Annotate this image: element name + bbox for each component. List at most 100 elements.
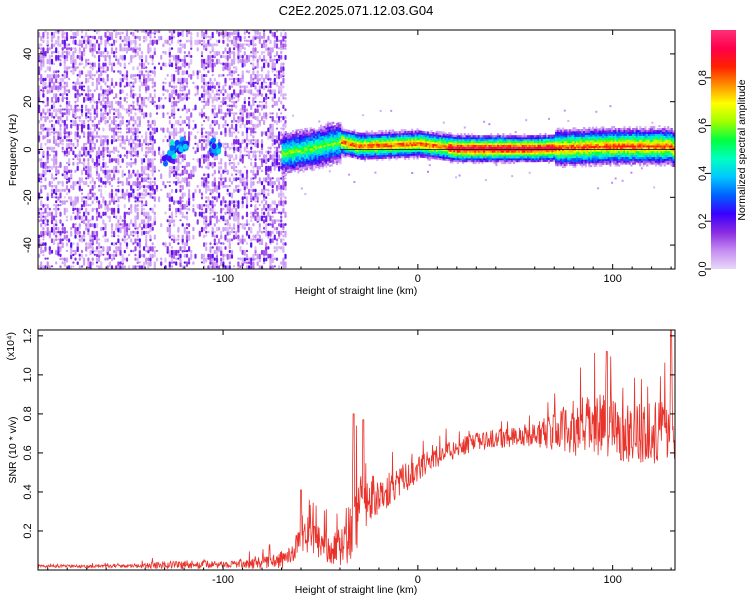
- spectrogram-cell: [370, 136, 373, 139]
- spectrogram-cell: [95, 81, 99, 88]
- spectrogram-cell: [59, 85, 62, 91]
- spectrogram-cell: [147, 142, 150, 146]
- spectrogram-cell: [254, 93, 257, 99]
- spectrogram-cell: [233, 47, 236, 51]
- spectrogram-cell: [267, 230, 270, 237]
- spectrogram-cell: [149, 181, 152, 186]
- spectrogram-cell: [275, 188, 279, 192]
- spectrogram-cell: [194, 211, 197, 217]
- spectrogram-cell: [235, 135, 238, 139]
- spectrogram-cell: [162, 104, 165, 109]
- spectrogram-cell: [143, 219, 146, 225]
- spectrogram-cell: [128, 181, 131, 186]
- spectrogram-cell: [218, 31, 221, 37]
- spectrogram-cell: [295, 158, 298, 161]
- spectrogram-cell: [288, 144, 291, 147]
- spectrogram-cell: [117, 31, 120, 36]
- spectrogram-cell: [196, 219, 199, 225]
- spectrogram-cell: [275, 81, 279, 87]
- spectrogram-cell: [307, 133, 310, 136]
- spectrogram-cell: [110, 43, 114, 47]
- spectrogram-cell: [128, 62, 131, 65]
- spectrogram-cell: [265, 177, 268, 183]
- spectrogram-cell: [125, 123, 129, 128]
- spectrogram-cell: [61, 142, 64, 146]
- spectrogram-cell: [203, 158, 206, 164]
- spectrogram-cell: [53, 43, 56, 48]
- spectrogram-cell: [55, 77, 58, 84]
- spectrogram-cell: [218, 219, 221, 223]
- spectrogram-cell: [344, 140, 347, 143]
- spectrogram-cell: [233, 230, 236, 234]
- spectrogram-cell: [61, 119, 64, 124]
- spectrogram-cell: [72, 204, 75, 209]
- spectrogram-cell: [55, 39, 58, 45]
- spectrogram-cell: [267, 181, 270, 186]
- spectrogram-cell: [132, 77, 135, 81]
- spectrogram-cell: [182, 143, 188, 150]
- spectrogram-cell: [265, 249, 268, 256]
- spectrogram-cell: [377, 151, 380, 154]
- spectrogram-cell: [61, 226, 64, 231]
- spectrogram-cell: [275, 219, 279, 222]
- spectrogram-cell: [263, 219, 266, 224]
- spectrogram-cell: [241, 173, 244, 178]
- spectrogram-cell: [83, 66, 86, 69]
- spectrogram-cell: [265, 93, 268, 98]
- spectrogram-cell: [140, 81, 144, 87]
- spectrogram-cell: [269, 81, 272, 86]
- spectrogram-cell: [269, 215, 272, 222]
- spectrogram-cell: [239, 142, 242, 149]
- spectrogram-cell: [80, 39, 84, 44]
- spectrogram-cell: [38, 119, 41, 124]
- spectrogram-cell: [125, 165, 129, 168]
- spectrogram-cell: [65, 242, 69, 247]
- spectrogram-cell: [280, 211, 283, 215]
- spectrogram-cell: [48, 265, 51, 269]
- spectrogram-cell: [228, 200, 231, 206]
- spectrogram-cell: [145, 96, 148, 100]
- spectrogram-cell: [224, 184, 227, 188]
- spectrogram-cell: [328, 139, 331, 142]
- spectrogram-cell: [258, 226, 261, 232]
- spectrogram-cell: [278, 230, 281, 237]
- spectrogram-cell: [123, 238, 126, 244]
- spectrogram-cell: [311, 157, 314, 160]
- spectrogram-cell: [170, 62, 174, 68]
- spectrogram-cell: [233, 188, 236, 193]
- spectrogram-cell: [70, 70, 73, 73]
- spectrogram-cell: [145, 77, 148, 84]
- spectrogram-cell: [260, 181, 264, 186]
- spectrogram-cell: [355, 150, 358, 153]
- spectrogram-cell: [173, 74, 176, 80]
- spectrogram-cell: [181, 154, 184, 159]
- spectrogram-cell: [265, 96, 268, 100]
- spectrogram-cell: [280, 39, 283, 45]
- spectrogram-cell: [203, 257, 206, 262]
- spectrogram-cell: [280, 31, 283, 37]
- spectrogram-cell: [278, 47, 281, 50]
- spectrogram-cell: [136, 66, 139, 71]
- spectrogram-cell: [136, 211, 139, 218]
- spectrogram-cell: [235, 104, 238, 109]
- spectrogram-cell: [74, 226, 77, 233]
- spectrogram-cell: [102, 51, 105, 55]
- spectrogram-cell: [351, 138, 354, 141]
- spectrogram-cell: [89, 181, 92, 184]
- spectrogram-cell: [185, 161, 189, 168]
- spectrogram-cell: [44, 135, 47, 139]
- spectrogram-cell: [222, 62, 225, 66]
- spectrogram-cell: [170, 47, 174, 50]
- spectrogram-cell: [215, 39, 219, 43]
- spectrogram-cell: [91, 62, 94, 67]
- spectrogram-cell: [332, 148, 335, 151]
- spectrogram-cell: [119, 112, 122, 118]
- spectrogram-cell: [65, 96, 69, 101]
- spectrogram-cell: [314, 150, 317, 154]
- spectrogram-cell: [248, 116, 251, 119]
- spectrogram-cell: [363, 134, 366, 137]
- spectrogram-cell: [95, 39, 99, 44]
- spectrogram-cell: [233, 116, 236, 121]
- spectrogram-cell: [351, 132, 354, 135]
- spectrogram-cell: [102, 62, 105, 67]
